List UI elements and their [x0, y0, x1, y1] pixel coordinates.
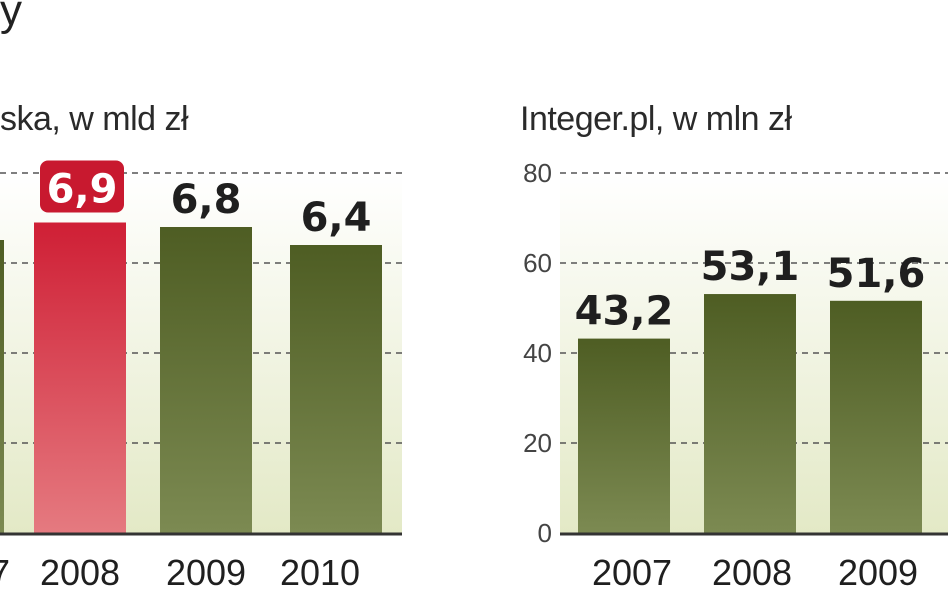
right-bar-2008	[704, 294, 796, 533]
cut-off-title-fragment: y	[0, 0, 22, 35]
right-x-tick-2007: 2007	[592, 552, 672, 593]
left-value-label-2010: 6,4	[301, 195, 372, 241]
left-bar-2009	[160, 227, 252, 533]
right-chart-title: Integer.pl, w mln zł	[520, 100, 792, 138]
right-value-label-2008: 53,1	[701, 244, 800, 290]
right-y-tick-20: 20	[523, 428, 552, 458]
right-chart: 0 20 40 60 80 43,2 2007 53,1 2008 51,6 2009	[523, 158, 948, 593]
left-value-label-2008: 6,9	[47, 167, 118, 213]
left-value-label-2009: 6,8	[171, 177, 242, 223]
right-bar-2007	[578, 338, 670, 533]
right-y-tick-60: 60	[523, 248, 552, 278]
highlight-label-badge	[40, 160, 124, 213]
left-x-tick-2008: 2008	[40, 552, 120, 593]
left-x-tick-7: 7	[0, 552, 10, 593]
left-x-tick-2010: 2010	[280, 552, 360, 593]
left-bar-2010	[290, 245, 382, 533]
right-y-tick-80: 80	[523, 158, 552, 188]
right-y-tick-0: 0	[538, 518, 552, 548]
left-chart-title: ska, w mld zł	[0, 100, 189, 138]
left-chart: 7 6,9 2008 6,8 2009 6,4 2010	[0, 160, 402, 593]
left-x-tick-2009: 2009	[166, 552, 246, 593]
right-x-tick-2008: 2008	[712, 552, 792, 593]
right-bar-2009	[830, 300, 922, 533]
left-bar-partial	[0, 240, 4, 533]
right-value-label-2007: 43,2	[575, 289, 674, 335]
left-bar-2008	[34, 222, 126, 533]
right-x-tick-2009: 2009	[838, 552, 918, 593]
right-value-label-2009: 51,6	[827, 251, 926, 297]
right-y-tick-40: 40	[523, 338, 552, 368]
